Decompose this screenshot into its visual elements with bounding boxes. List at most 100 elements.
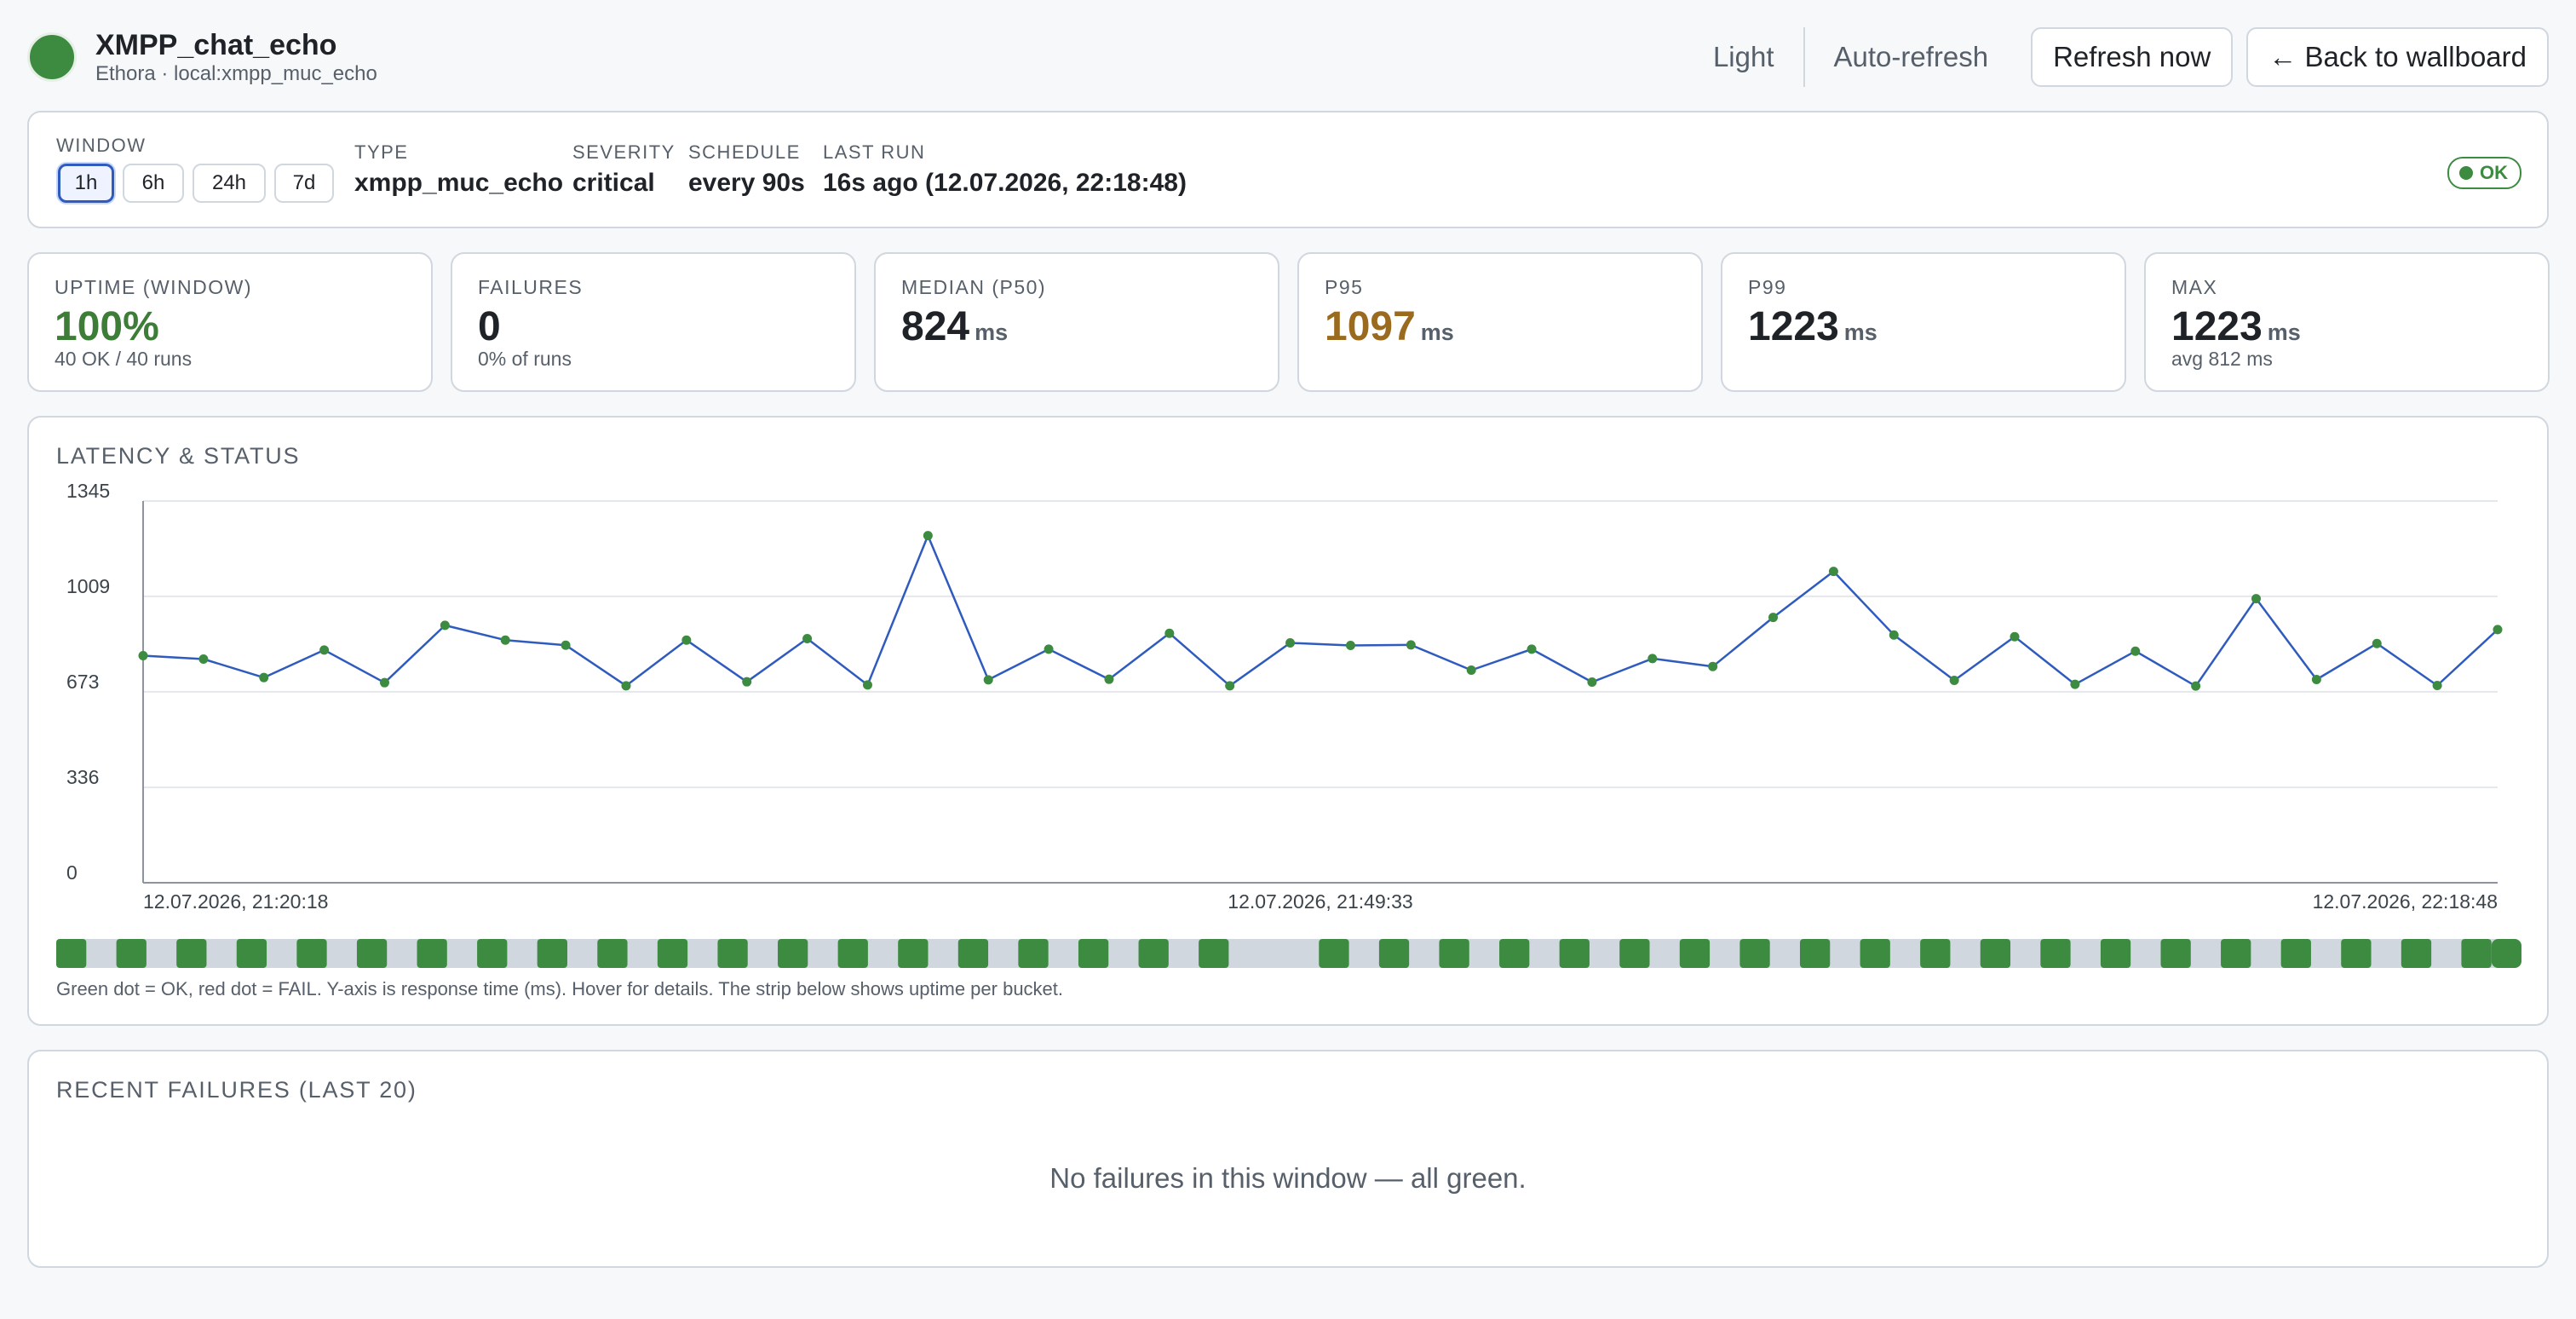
schedule-label: SCHEDULE: [688, 141, 801, 163]
last-run-value: 16s ago (12.07.2026, 22:18:48): [823, 169, 1187, 197]
recent-failures-card: RECENT FAILURES (LAST 20) No failures in…: [27, 1050, 2549, 1268]
last-run-label: LAST RUN: [823, 141, 926, 163]
uptime-bucket: [56, 939, 87, 968]
data-point: [1104, 674, 1114, 684]
data-point: [259, 672, 269, 683]
stat-number: 1097: [1325, 304, 1416, 349]
latency-line: [142, 534, 2498, 688]
header-divider: [1803, 27, 1805, 87]
uptime-bucket: [2491, 939, 2521, 968]
data-point: [1527, 644, 1537, 654]
data-point: [500, 635, 510, 645]
stat-unit: ms: [1420, 320, 1454, 345]
uptime-bucket: [116, 939, 147, 968]
refresh-now-button[interactable]: Refresh now: [2031, 27, 2234, 87]
uptime-bucket: [837, 939, 868, 968]
y-tick-label: 336: [66, 766, 99, 788]
theme-toggle[interactable]: Light: [1684, 41, 1803, 73]
data-point: [983, 675, 993, 685]
uptime-bucket: [2401, 939, 2432, 968]
data-point: [681, 635, 692, 645]
data-point: [440, 620, 450, 631]
y-tick-label: 1009: [66, 575, 110, 597]
uptime-bucket: [2280, 939, 2311, 968]
uptime-bucket: [236, 939, 267, 968]
latency-chart[interactable]: 0 336 673 1009 1345 12.07.2026, 21:20:18 12.07…: [29, 418, 2547, 1024]
page-header: XMPP_chat_echo Ethora · local:xmpp_muc_e…: [27, 24, 2549, 92]
stat-unit: ms: [1843, 320, 1877, 345]
stat-number: 1223: [1748, 304, 1839, 349]
auto-refresh-toggle[interactable]: Auto-refresh: [1805, 41, 2018, 73]
data-point: [802, 634, 813, 644]
data-point: [379, 677, 389, 688]
uptime-bucket: [1980, 939, 2011, 968]
data-point: [1225, 681, 1235, 691]
back-to-wallboard-button[interactable]: ← Back to wallboard: [2246, 27, 2549, 87]
uptime-bucket: [477, 939, 508, 968]
uptime-bucket: [1319, 939, 1349, 968]
schedule-value: every 90s: [688, 169, 805, 197]
window-option-6h[interactable]: 6h: [123, 164, 184, 203]
data-point: [561, 640, 571, 650]
stat-card-failures: FAILURES 0 0% of runs: [451, 252, 856, 392]
severity-label: SEVERITY: [572, 141, 676, 163]
stat-unit: ms: [2267, 320, 2301, 345]
data-point: [2130, 646, 2141, 656]
failures-section-title: RECENT FAILURES (LAST 20): [56, 1077, 417, 1103]
data-point: [2311, 675, 2321, 685]
type-value: xmpp_muc_echo: [354, 169, 564, 197]
uptime-bucket: [2100, 939, 2131, 968]
status-badge-label: OK: [2480, 162, 2508, 183]
stat-card-max: MAX 1223 ms avg 812 ms: [2144, 252, 2550, 392]
data-point: [1466, 665, 1476, 676]
header-actions: Light Auto-refresh Refresh now ← Back to…: [1684, 27, 2549, 87]
stat-sub: avg 812 ms: [2171, 348, 2273, 370]
uptime-bucket: [2040, 939, 2071, 968]
data-point: [1708, 661, 1718, 671]
uptime-bucket: [356, 939, 388, 968]
stat-card-uptime: UPTIME (WINDOW) 100% 40 OK / 40 runs: [27, 252, 433, 392]
data-point: [1768, 613, 1779, 623]
data-point: [742, 677, 752, 687]
data-point: [1889, 630, 1899, 640]
stat-card-p95: P95 1097 ms: [1297, 252, 1703, 392]
stat-label: UPTIME (WINDOW): [55, 276, 253, 298]
uptime-bucket: [1439, 939, 1469, 968]
data-point: [1647, 654, 1658, 664]
stat-number: 100%: [55, 304, 159, 349]
y-tick-label: 1345: [66, 480, 110, 502]
data-point: [1587, 677, 1597, 688]
uptime-bucket: [1078, 939, 1109, 968]
window-option-7d[interactable]: 7d: [274, 164, 334, 203]
window-option-1h[interactable]: 1h: [58, 164, 114, 203]
stat-number: 1223: [2171, 304, 2263, 349]
uptime-bucket: [717, 939, 748, 968]
ok-dot-icon: [2459, 166, 2473, 180]
data-point: [1285, 638, 1296, 648]
stat-value: 1223 ms: [2171, 303, 2301, 350]
data-point: [862, 680, 872, 690]
uptime-bucket: [1619, 939, 1650, 968]
check-info-bar: WINDOW 1h 6h 24h 7d TYPE xmpp_muc_echo S…: [27, 111, 2549, 228]
chart-section-title: LATENCY & STATUS: [56, 443, 301, 469]
uptime-bucket: [1499, 939, 1530, 968]
stat-value: 100%: [55, 303, 159, 350]
data-point: [621, 681, 631, 691]
uptime-bucket: [1199, 939, 1229, 968]
data-point: [1164, 628, 1175, 638]
x-tick-label: 12.07.2026, 22:18:48: [2313, 890, 2498, 913]
data-point: [2251, 594, 2262, 604]
uptime-bucket: [417, 939, 447, 968]
failures-empty-message: No failures in this window — all green.: [1049, 1162, 1527, 1194]
data-point: [319, 645, 330, 655]
window-option-24h[interactable]: 24h: [193, 164, 266, 203]
uptime-bucket: [296, 939, 327, 968]
chart-legend-note: Green dot = OK, red dot = FAIL. Y-axis i…: [56, 978, 1064, 999]
stat-label: MAX: [2171, 276, 2218, 298]
stat-label: P95: [1325, 276, 1364, 298]
data-point: [1828, 567, 1838, 577]
data-point: [2432, 681, 2442, 691]
data-point: [198, 654, 209, 665]
data-point: [1949, 676, 1959, 686]
